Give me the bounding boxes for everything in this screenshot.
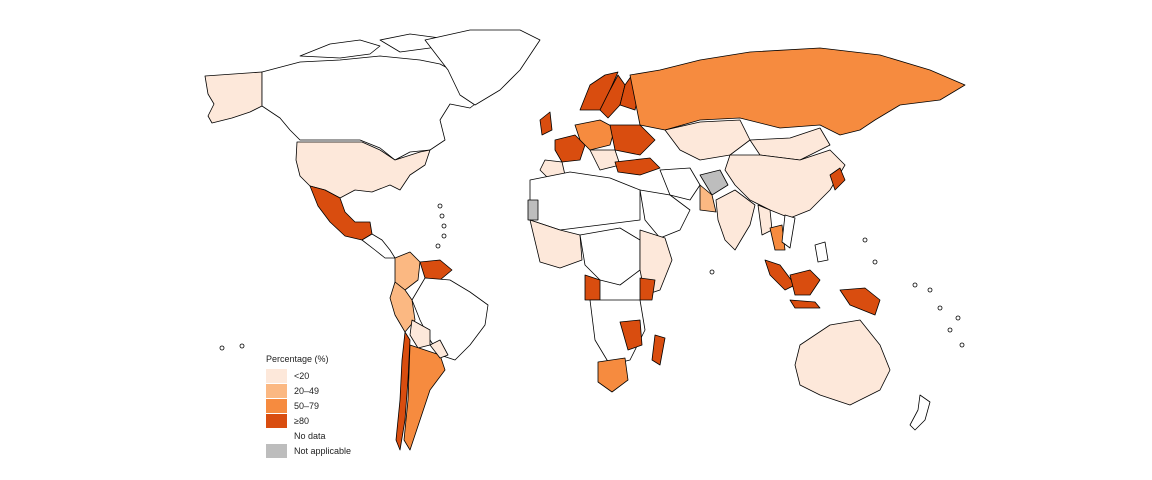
region-philippines xyxy=(814,241,829,263)
region-central-europe xyxy=(574,119,616,151)
region-south-africa xyxy=(597,357,629,393)
region-russia xyxy=(629,47,966,136)
region-australia xyxy=(794,319,891,406)
region-usa xyxy=(295,141,431,199)
region-uk xyxy=(539,111,553,136)
region-eastern-europe xyxy=(609,124,656,156)
region-central-america xyxy=(361,233,396,259)
region-peru xyxy=(389,281,416,333)
region-borneo xyxy=(789,269,821,296)
legend-swatch xyxy=(266,413,287,428)
region-sumatra xyxy=(764,259,796,291)
legend-swatch xyxy=(266,368,287,383)
region-bolivia xyxy=(409,319,431,349)
region-japan xyxy=(829,167,846,191)
region-colombia xyxy=(394,251,421,291)
region-new-zealand xyxy=(909,394,931,431)
legend-item: ≥80 xyxy=(266,413,406,428)
region-greenland xyxy=(424,29,541,106)
legend-swatch xyxy=(266,428,287,443)
region-iran xyxy=(659,167,701,201)
legend-label: No data xyxy=(294,430,326,441)
region-paraguay xyxy=(429,339,449,359)
region-angola xyxy=(584,274,601,301)
region-western-sahara xyxy=(527,199,539,221)
region-argentina xyxy=(403,344,446,451)
region-madagascar xyxy=(651,334,666,366)
region-papua xyxy=(839,287,881,316)
region-mexico xyxy=(309,185,373,241)
region-arctic-islands xyxy=(299,39,381,59)
region-venezuela xyxy=(419,259,453,281)
region-afghanistan xyxy=(699,169,729,196)
region-java xyxy=(789,299,821,309)
region-china xyxy=(724,149,846,219)
map-legend: Percentage (%) <20 20–49 50–79 ≥80 No da… xyxy=(266,352,406,458)
legend-item: No data xyxy=(266,428,406,443)
region-north-africa xyxy=(529,171,641,231)
legend-label: ≥80 xyxy=(294,415,309,426)
region-kazakhstan xyxy=(664,119,751,161)
region-west-africa xyxy=(529,219,583,269)
legend-item: 20–49 xyxy=(266,383,406,398)
region-vietnam xyxy=(781,214,796,249)
legend-swatch xyxy=(266,443,287,458)
region-balkans xyxy=(589,149,621,171)
region-kenya xyxy=(639,277,656,301)
legend-label: Not applicable xyxy=(294,445,352,456)
region-arabia xyxy=(639,189,691,239)
region-turkey xyxy=(614,157,661,176)
region-mozambique xyxy=(619,319,643,351)
legend-item: Not applicable xyxy=(266,443,406,458)
region-france xyxy=(554,134,586,163)
region-india xyxy=(715,189,756,251)
legend-label: 20–49 xyxy=(294,385,320,396)
legend-label: 50–79 xyxy=(294,400,320,411)
region-thailand xyxy=(769,224,786,251)
legend-item: <20 xyxy=(266,368,406,383)
legend-label: <20 xyxy=(294,370,310,381)
legend-item: 50–79 xyxy=(266,398,406,413)
region-pakistan xyxy=(699,184,717,213)
region-canada xyxy=(261,55,481,161)
region-brazil xyxy=(411,277,489,361)
region-alaska xyxy=(204,71,263,124)
legend-title: Percentage (%) xyxy=(266,354,329,364)
legend-swatch xyxy=(266,398,287,413)
legend-swatch xyxy=(266,383,287,398)
region-central-africa xyxy=(579,227,641,286)
